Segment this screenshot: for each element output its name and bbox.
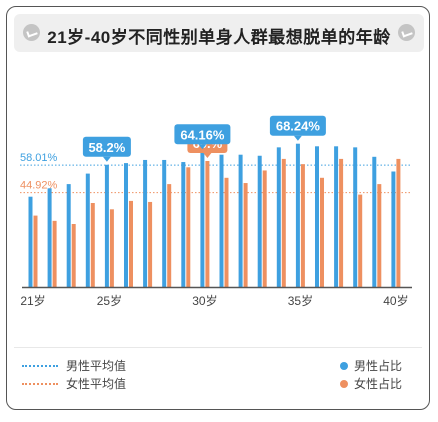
bar-male	[85, 173, 90, 287]
legend-male-average: 男性平均值	[22, 357, 126, 374]
bar-male	[162, 159, 167, 287]
x-tick-label: 35岁	[288, 293, 313, 308]
dotted-line-icon	[22, 382, 58, 385]
dot-icon	[340, 379, 348, 388]
bar-female	[52, 220, 57, 287]
legend-female-share: 女性占比	[340, 375, 402, 392]
bar-male	[143, 159, 148, 287]
x-tick-label: 30岁	[192, 293, 217, 308]
callout-label: 58.2%	[88, 140, 125, 155]
x-tick-label: 21岁	[20, 293, 45, 308]
bar-male	[276, 147, 281, 287]
bar-female	[129, 200, 133, 287]
bar-female	[396, 158, 401, 287]
bar-female	[148, 201, 153, 287]
callout-label: 64.16%	[180, 127, 225, 142]
dot-icon	[340, 361, 348, 370]
bar-male	[200, 152, 205, 287]
bar-male	[353, 147, 358, 287]
dotted-line-icon	[22, 364, 58, 367]
callout-pointer	[198, 144, 207, 150]
bar-female	[71, 224, 76, 287]
bar-male	[47, 188, 52, 287]
bar-male	[334, 146, 339, 287]
bar-female	[243, 183, 248, 287]
legend-male-share: 男性占比	[340, 357, 402, 374]
bar-female	[377, 184, 382, 287]
bar-male	[372, 156, 377, 287]
bar-male	[181, 162, 186, 287]
bar-female	[339, 158, 344, 287]
bar-female	[90, 203, 95, 287]
leaf-icon	[23, 24, 40, 41]
callout-box	[82, 136, 131, 157]
bar-female	[358, 194, 363, 287]
legend-female-share-label: 女性占比	[354, 377, 403, 391]
bar-female	[300, 164, 305, 287]
bar-male	[257, 155, 262, 287]
bar-male	[219, 154, 224, 287]
bar-male	[315, 146, 319, 287]
bar-female	[281, 158, 286, 287]
x-tick-label: 25岁	[97, 293, 122, 308]
average-line-label: 58.01%	[20, 152, 58, 164]
title-bar: 21岁-40岁不同性别单身人群最想脱单的年龄	[14, 14, 424, 52]
x-tick-label: 40岁	[383, 293, 408, 308]
bar-female	[205, 161, 210, 287]
bar-female	[109, 209, 114, 287]
callout-box	[174, 124, 231, 145]
bar-male	[28, 196, 33, 287]
chart-title: 21岁-40岁不同性别单身人群最想脱单的年龄	[47, 28, 391, 47]
legend-male-share-label: 男性占比	[354, 359, 403, 373]
bar-male	[104, 164, 109, 287]
bar-female	[224, 177, 229, 287]
callout-label: 68.24%	[276, 119, 321, 134]
bar-female	[262, 170, 267, 287]
bar-male	[66, 184, 71, 287]
legend-divider	[14, 347, 422, 348]
bar-male	[124, 163, 128, 287]
callout-pointer	[102, 156, 111, 162]
leaf-icon	[398, 24, 415, 41]
bar-male	[391, 171, 396, 287]
bar-female	[320, 177, 324, 287]
legend-female-average-label: 女性平均值	[66, 377, 127, 391]
bar-female	[33, 215, 38, 287]
callout-pointer	[203, 153, 212, 158]
average-line-label: 44.92%	[20, 180, 58, 192]
bar-male	[238, 154, 243, 287]
callout-pointer	[293, 135, 302, 141]
legend-female-average: 女性平均值	[22, 375, 126, 392]
legend-male-average-label: 男性平均值	[66, 359, 127, 373]
callout-box	[269, 115, 326, 136]
bar-female	[167, 184, 172, 287]
bar-female	[186, 167, 191, 287]
bar-male	[295, 143, 300, 287]
